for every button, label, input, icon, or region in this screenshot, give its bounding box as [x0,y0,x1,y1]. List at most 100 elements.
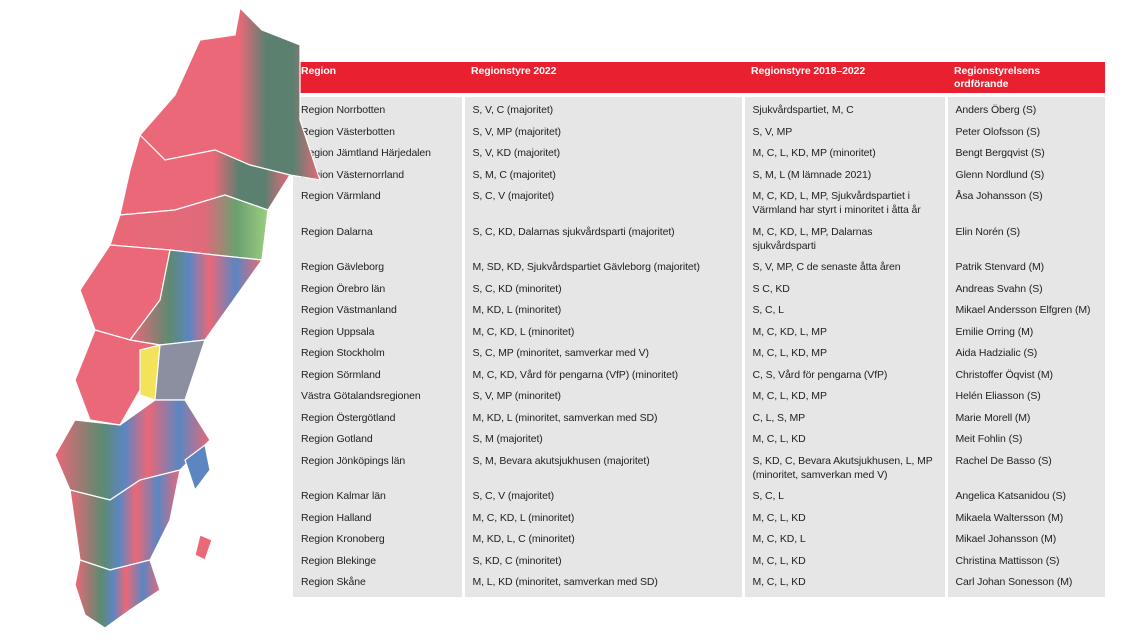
table-cell: S, V, KD (majoritet) [461,142,743,164]
table-row: Region Västernorrland S, M, C (majoritet)… [293,163,1105,185]
table-cell: M, KD, L (minoritet) [461,299,743,321]
table-cell: M, C, L, KD, MP (minoritet) [741,142,946,164]
table-cell: M, C, L, KD [741,549,946,571]
table-cell: M, C, KD, L, MP, Sjukvårdspartiet i Värm… [741,185,946,221]
table-cell: S, M, L (M lämnade 2021) [741,163,946,185]
table-cell: M, KD, L, C (minoritet) [461,528,743,550]
table-cell: M, C, KD, L [741,528,946,550]
map-region [139,6,321,181]
sweden-map [54,6,321,629]
table-cell: M, C, L, KD, MP [741,342,946,364]
table-cell: S, C, L [741,485,946,507]
table-cell: Västra Götalandsregionen [293,385,463,407]
table-row: Region Blekinge S, KD, C (minoritet) M, C,… [293,549,1105,571]
table-cell: M, KD, L (minoritet, samverkan med SD) [461,406,743,428]
table-cell: Anders Öberg (S) [944,95,1105,121]
table-cell: Region Östergötland [293,406,463,428]
table-cell: Region Kalmar län [293,485,463,507]
table-cell: S C, KD [741,277,946,299]
table-cell: Region Jämtland Härjedalen [293,142,463,164]
table-cell: Marie Morell (M) [944,406,1105,428]
table-cell: Mikaela Waltersson (M) [944,506,1105,528]
table-cell: Mikael Johansson (M) [944,528,1105,550]
table-cell: Region Gotland [293,428,463,450]
table-cell: M, C, L, KD [741,506,946,528]
table-row: Region Norrbotten S, V, C (majoritet) Sjuk… [293,95,1105,121]
table-row: Västra Götalandsregionen S, V, MP (minori… [293,385,1105,407]
table-row: Region Stockholm S, C, MP (minoritet, sam… [293,342,1105,364]
table-cell: Rachel De Basso (S) [944,449,1105,485]
table-cell: Region Blekinge [293,549,463,571]
table-cell: S, V, MP, C de senaste åtta åren [741,256,946,278]
table-cell: S, V, MP [741,120,946,142]
table-row: Region Halland M, C, KD, L (minoritet) M, … [293,506,1105,528]
table-cell: Mikael Andersson Elfgren (M) [944,299,1105,321]
table-row: Region Västerbotten S, V, MP (majoritet) S… [293,120,1105,142]
table-cell: Region Norrbotten [293,95,463,121]
table-cell: Region Kronoberg [293,528,463,550]
table-cell: Helén Eliasson (S) [944,385,1105,407]
header-cell: Region [293,62,463,97]
table-cell: Region Örebro län [293,277,463,299]
table-row: Region Kronoberg M, KD, L, C (minoritet) M… [293,528,1105,550]
table-row: Region Västmanland M, KD, L (minoritet) S,… [293,299,1105,321]
table-row: Region Örebro län S, C, KD (minoritet) S C… [293,277,1105,299]
table-cell: M, C, KD, L (minoritet) [461,320,743,342]
table-row: Region Östergötland M, KD, L (minoritet, … [293,406,1105,428]
table-cell: Region Sörmland [293,363,463,385]
table-cell: Andreas Svahn (S) [944,277,1105,299]
table-cell: Åsa Johansson (S) [944,185,1105,221]
table-cell: S, V, C (majoritet) [461,95,743,121]
table-cell: Christina Mattisson (S) [944,549,1105,571]
table-cell: S, KD, C (minoritet) [461,549,743,571]
table-cell: M, C, L, KD, MP [741,385,946,407]
map-region [154,339,206,401]
table-row: Region Kalmar län S, C, V (majoritet) S, C… [293,485,1105,507]
table-cell: Region Jönköpings län [293,449,463,485]
table-cell: Region Värmland [293,185,463,221]
table-cell: S, C, KD (minoritet) [461,277,743,299]
table-cell: Peter Olofsson (S) [944,120,1105,142]
table-cell: Carl Johan Sonesson (M) [944,571,1105,597]
table-cell: S, M, Bevara akutsjukhusen (majoritet) [461,449,743,485]
table-cell: S, V, MP (majoritet) [461,120,743,142]
table-cell: M, SD, KD, Sjukvårdspartiet Gävleborg (m… [461,256,743,278]
header-row: Region Regionstyre 2022 Regionstyre 2018–2… [293,62,1105,97]
table-cell: Region Halland [293,506,463,528]
table-cell: S, C, V (majoritet) [461,185,743,221]
table-cell: Region Gävleborg [293,256,463,278]
table-cell: M, C, KD, L, MP, Dalarnas sjukvårdsparti [741,220,946,256]
table-cell: S, M, C (majoritet) [461,163,743,185]
table-cell: S, C, KD, Dalarnas sjukvårdsparti (major… [461,220,743,256]
table-cell: S, KD, C, Bevara Akutsjukhusen, L, MP (m… [741,449,946,485]
header-cell: Regionstyre 2022 [463,62,743,97]
table-cell: Region Uppsala [293,320,463,342]
map-regions [54,6,321,629]
table-cell: Region Dalarna [293,220,463,256]
table-cell: Meit Fohlin (S) [944,428,1105,450]
map-region [194,534,213,561]
table-row: Region Jämtland Härjedalen S, V, KD (majo… [293,142,1105,164]
table-cell: Bengt Bergqvist (S) [944,142,1105,164]
table-cell: Aida Hadzialic (S) [944,342,1105,364]
table-cell: Region Västerbotten [293,120,463,142]
table-cell: Glenn Nordlund (S) [944,163,1105,185]
table-cell: M, C, L, KD [741,428,946,450]
table-cell: S, V, MP (minoritet) [461,385,743,407]
table-row: Region Gävleborg M, SD, KD, Sjukvårdspart… [293,256,1105,278]
table-cell: S, C, L [741,299,946,321]
region-table: Region Regionstyre 2022 Regionstyre 2018–2… [293,62,1105,597]
table-row: Region Uppsala M, C, KD, L (minoritet) M, … [293,320,1105,342]
table-cell: M, L, KD (minoritet, samverkan med SD) [461,571,743,597]
table-row: Region Jönköpings län S, M, Bevara akutsj… [293,449,1105,485]
table-cell: M, C, KD, Vård för pengarna (VfP) (minor… [461,363,743,385]
map-region [74,329,161,426]
table-row: Region Gotland S, M (majoritet) M, C, L, K… [293,428,1105,450]
table-cell: Emilie Orring (M) [944,320,1105,342]
table-cell: S, C, MP (minoritet, samverkar med V) [461,342,743,364]
table-row: Region Värmland S, C, V (majoritet) M, C, … [293,185,1105,221]
table-body: Region Norrbotten S, V, C (majoritet) Sjuk… [293,95,1105,597]
table-cell: Patrik Stenvard (M) [944,256,1105,278]
table-cell: Region Västmanland [293,299,463,321]
